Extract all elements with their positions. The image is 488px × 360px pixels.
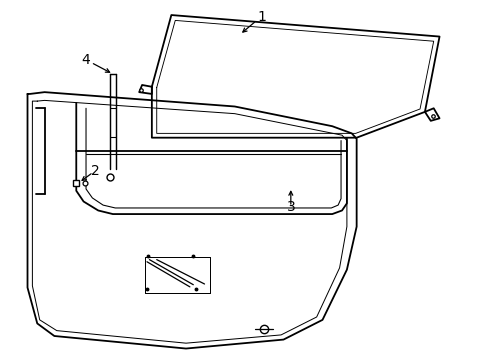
Text: 1: 1	[257, 10, 265, 24]
Text: 4: 4	[81, 53, 90, 67]
Text: 3: 3	[286, 200, 295, 214]
Text: 2: 2	[91, 164, 100, 178]
